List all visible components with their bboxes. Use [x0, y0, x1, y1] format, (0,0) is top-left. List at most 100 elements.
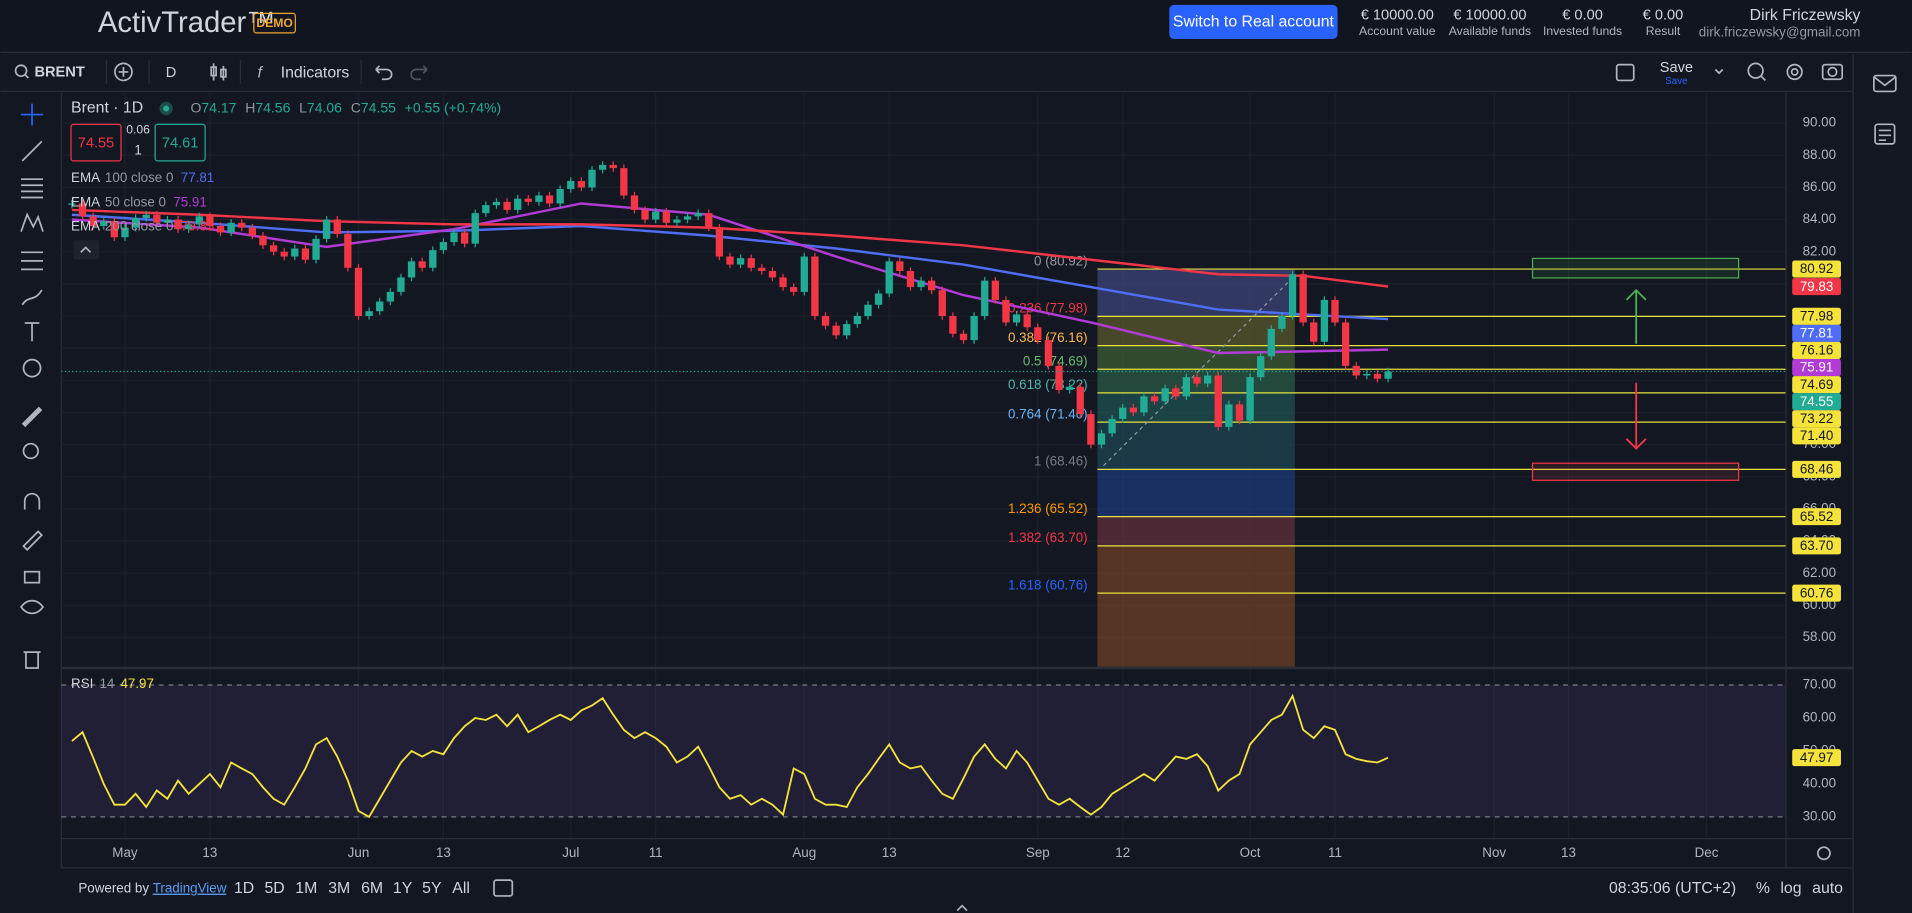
down-arrow [1625, 382, 1647, 450]
ema-legend-row: EMA 200 close 0 79.83 [71, 218, 214, 233]
search-icon [24, 74, 29, 79]
fib-label: 1.236 (65.52) [1008, 501, 1088, 516]
price-tag-label: 68.46 [1800, 462, 1834, 477]
interval[interactable]: D [166, 65, 177, 81]
zoom-tool[interactable] [22, 442, 39, 460]
ruler-tool[interactable] [21, 406, 43, 428]
crosshair-tool[interactable] [21, 103, 44, 126]
fib-tool[interactable] [21, 178, 44, 199]
fib-band [1097, 593, 1295, 667]
chart-type-icon[interactable] [210, 63, 227, 81]
stat-label: Account value [1359, 24, 1436, 38]
rsi-params: 14 [99, 675, 114, 690]
real-account-label[interactable]: Switch to Real account [1173, 14, 1335, 31]
real-account-button[interactable] [1169, 4, 1338, 40]
market-status [159, 101, 173, 116]
range-button[interactable]: 3M [328, 880, 350, 897]
demo-badge [253, 12, 296, 34]
y-tick-label: 84.00 [1803, 211, 1837, 226]
price-tag-label: 63.70 [1800, 538, 1834, 553]
range-button[interactable]: 5Y [422, 880, 442, 897]
fib-band [1097, 345, 1295, 370]
lock-tool[interactable] [23, 570, 41, 584]
sell-price[interactable]: 74.55 [78, 136, 115, 152]
price-tag [1792, 537, 1841, 555]
buy-price[interactable]: 74.61 [162, 136, 199, 152]
undo-icon[interactable] [375, 65, 393, 81]
draw-mode-tool[interactable] [22, 530, 43, 551]
ema-name: EMA [71, 170, 100, 185]
price-tag [1792, 324, 1841, 342]
x-tick-label: Aug [792, 845, 816, 860]
axis-settings-icon[interactable] [1816, 846, 1831, 861]
magnet-tool[interactable] [23, 492, 41, 510]
auto-toggle[interactable]: auto [1812, 880, 1843, 897]
y-tick-label: 62.00 [1803, 565, 1837, 580]
trend-line-tool[interactable] [21, 140, 43, 162]
fib-label: 0.5 (74.69) [1023, 353, 1088, 368]
search-icon[interactable] [14, 64, 28, 78]
price-tag-label: 75.91 [1800, 360, 1834, 375]
price-tag-label: 76.16 [1800, 343, 1834, 358]
range-button[interactable]: 6M [361, 880, 383, 897]
rsi-band [61, 685, 1787, 817]
price-tag [1792, 260, 1841, 278]
ema-legend-row: EMA 100 close 0 77.81 [71, 170, 214, 185]
brush-tool[interactable] [21, 289, 43, 306]
up-arrow [1625, 288, 1647, 344]
text-tool[interactable] [24, 322, 40, 342]
tradingview-link[interactable]: TradingView [153, 880, 227, 895]
range-button[interactable]: 5D [264, 880, 284, 897]
settings-icon[interactable] [1786, 63, 1803, 81]
sell-button[interactable] [70, 123, 122, 162]
price-tag-label: 74.69 [1800, 377, 1834, 392]
percent-toggle[interactable]: % [1756, 880, 1770, 897]
quantity[interactable]: 1 [134, 143, 141, 158]
x-tick-label: Jul [562, 845, 579, 860]
price-tag [1792, 427, 1841, 445]
pattern-tool[interactable] [20, 212, 44, 232]
range-button[interactable]: 1Y [393, 880, 413, 897]
log-toggle[interactable]: log [1780, 880, 1801, 897]
stat-value: € 0.00 [1643, 8, 1684, 24]
symbol[interactable]: BRENT [34, 64, 84, 80]
clock: 08:35:06 (UTC+2) [1609, 880, 1736, 897]
projection-tool[interactable] [21, 251, 44, 271]
camera-icon[interactable] [1821, 63, 1844, 81]
delete-tool[interactable] [23, 651, 41, 669]
price-tag-label: 60.76 [1800, 585, 1834, 600]
price-tag [1792, 376, 1841, 394]
collapse-button[interactable] [73, 240, 100, 260]
emoji-tool[interactable] [22, 358, 42, 378]
ema-value: 75.91 [173, 194, 207, 209]
ema-params: 100 close 0 [105, 170, 174, 185]
price-tag [1792, 278, 1841, 296]
target-box [1531, 257, 1740, 279]
news-icon[interactable] [1874, 123, 1896, 145]
price-tag [1792, 584, 1841, 602]
mail-icon[interactable] [1873, 74, 1897, 93]
zoom-icon[interactable] [1747, 62, 1764, 79]
save[interactable]: Save [1660, 60, 1693, 76]
settings-icon [1790, 68, 1799, 76]
ema-line [71, 213, 1389, 321]
layout-icon[interactable] [1615, 63, 1635, 82]
ema-params: 50 close 0 [105, 194, 166, 209]
expand-caret[interactable] [956, 904, 968, 912]
visibility-tool[interactable] [20, 599, 45, 615]
date-range-icon[interactable] [493, 879, 514, 897]
range-button[interactable]: All [452, 880, 470, 897]
grid [61, 93, 1787, 839]
logo: ActivTrader™ [98, 7, 276, 39]
fib-label: 1 (68.46) [1034, 454, 1088, 469]
range-button[interactable]: 1D [234, 880, 254, 897]
chart-title: Brent · 1D [71, 100, 143, 117]
chevron[interactable] [1714, 68, 1724, 75]
user-email: dirk.friczewsky@gmail.com [1699, 24, 1861, 39]
range-button[interactable]: 1M [295, 880, 317, 897]
indicators[interactable]: Indicators [281, 64, 350, 81]
buy-button[interactable] [154, 123, 206, 162]
add-icon[interactable] [114, 62, 133, 82]
